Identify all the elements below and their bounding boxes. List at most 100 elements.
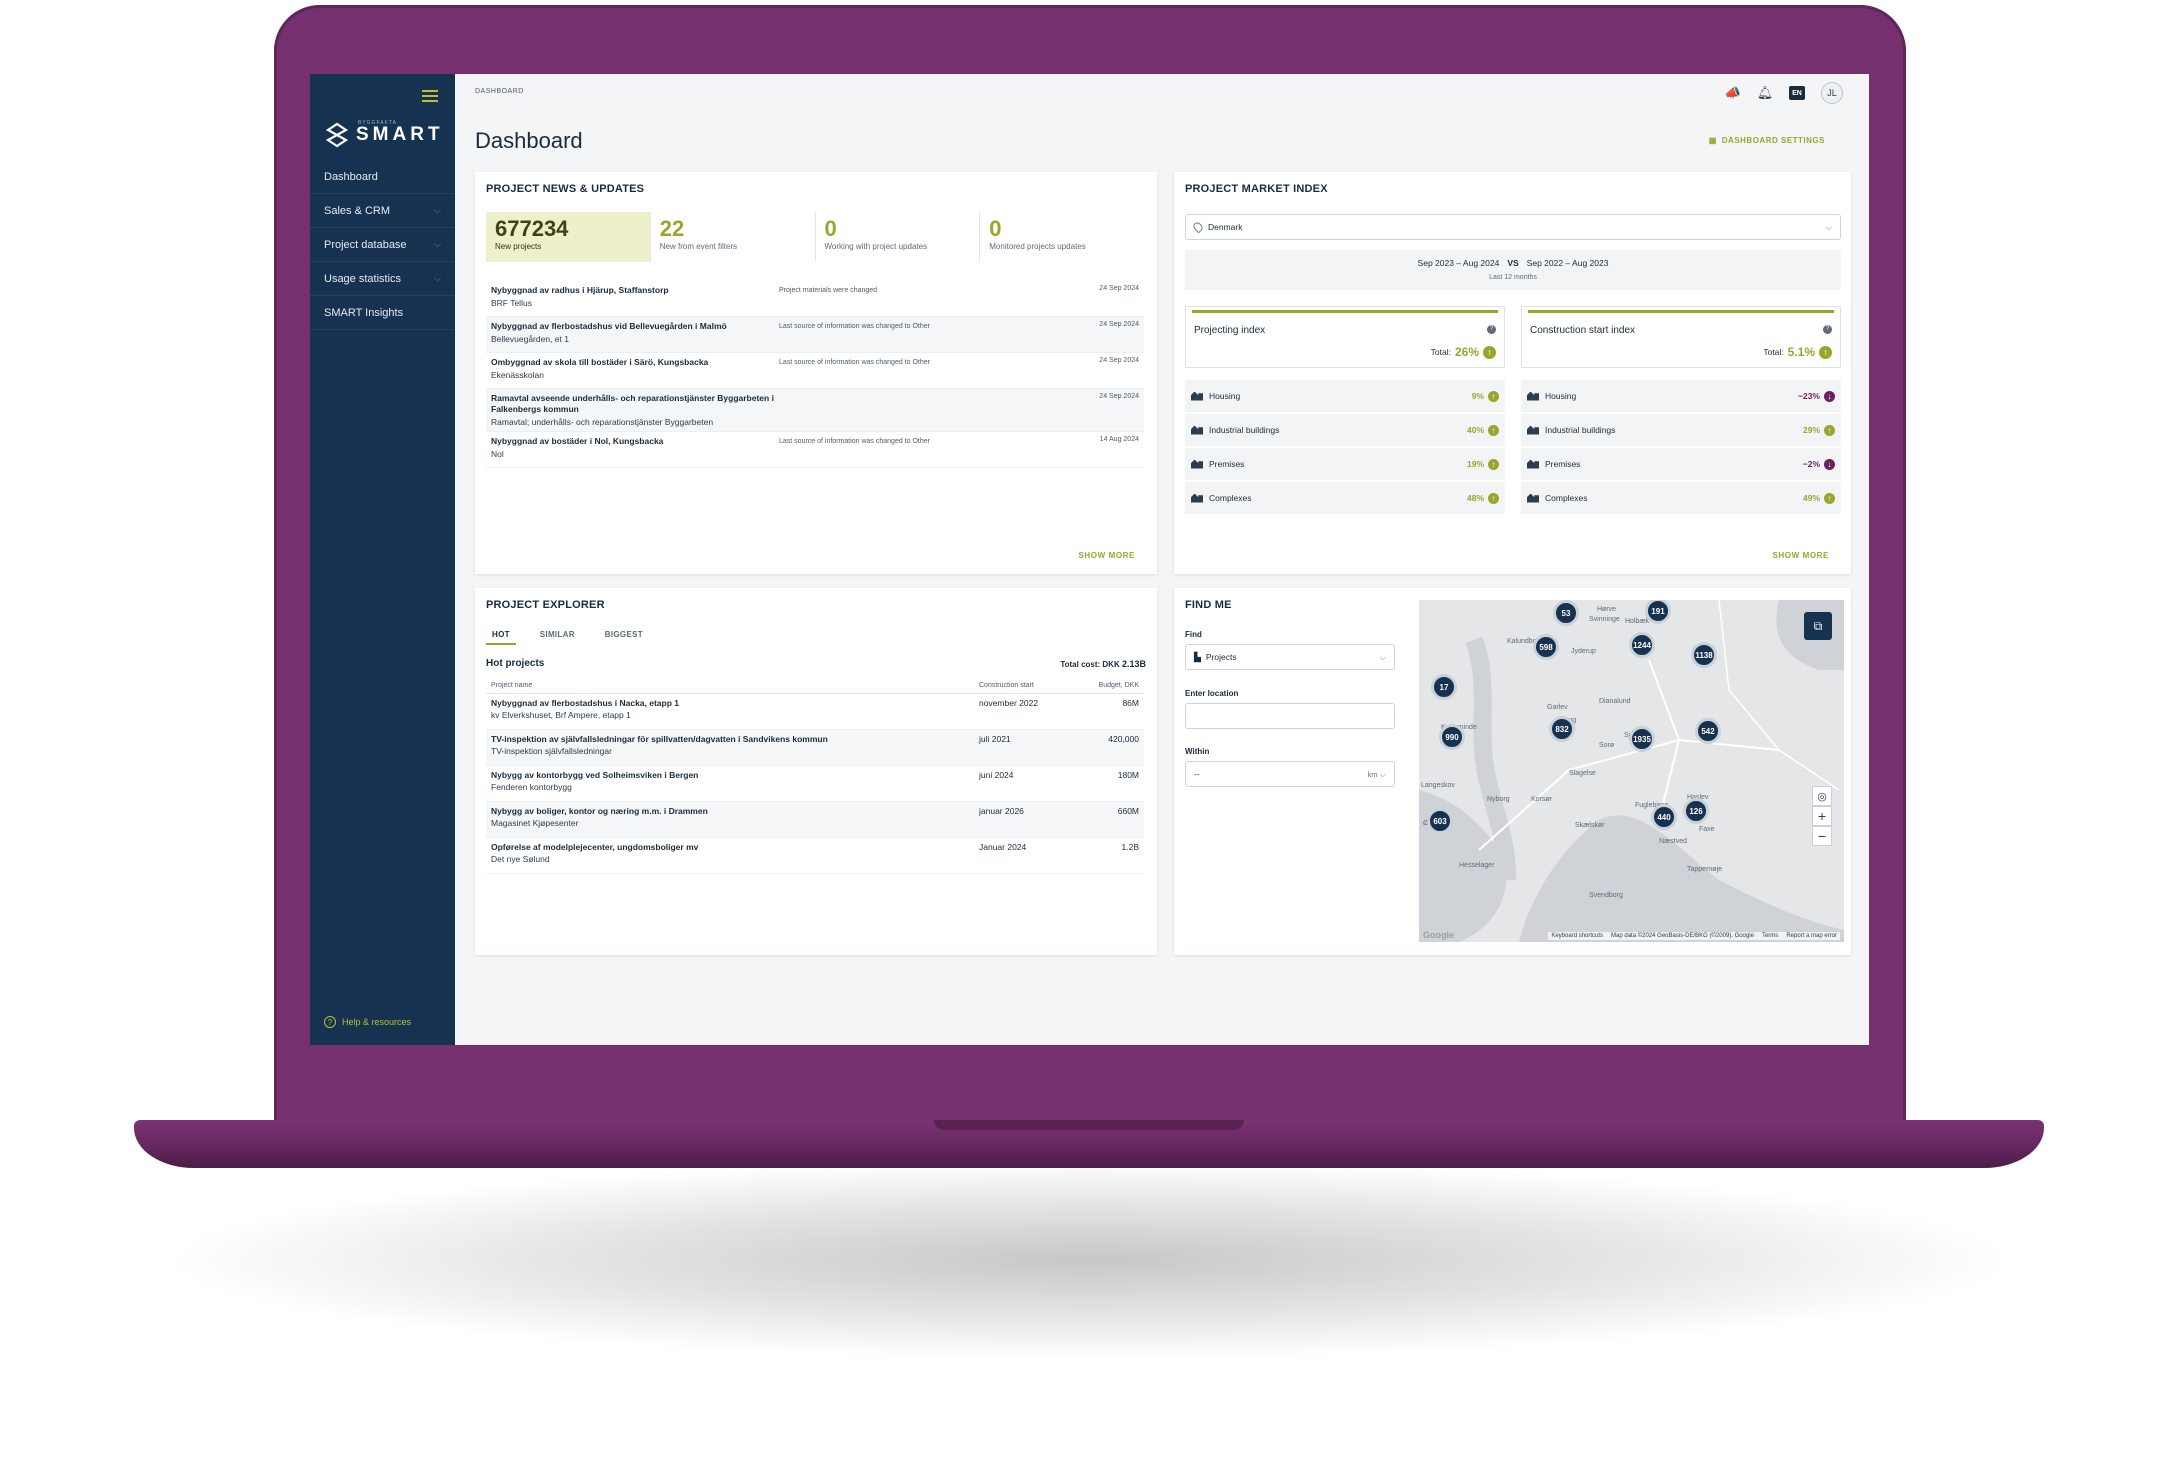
stat-new-projects[interactable]: 677234 New projects (486, 212, 651, 262)
dashboard-settings-link[interactable]: ▦ DASHBOARD SETTINGS (1709, 136, 1825, 145)
map-view[interactable]: Hørve Svinninge Holbæk Kalundborg Jyderu… (1419, 600, 1844, 942)
complexes-icon (1527, 493, 1539, 503)
zoom-out-icon[interactable]: − (1812, 826, 1832, 846)
table-row[interactable]: Nybygg av boliger, kontor og næring m.m.… (486, 802, 1144, 838)
arrow-up-icon: ↑ (1488, 424, 1499, 436)
map-layers-icon[interactable]: ⧉ (1804, 612, 1832, 640)
tab-similar[interactable]: SIMILAR (539, 630, 575, 639)
column-header[interactable]: Budget, DKK (1098, 682, 1139, 689)
breadcrumb[interactable]: DASHBOARD (475, 88, 524, 95)
table-row[interactable]: Nybygg av kontorbygg ved Solheimsviken i… (486, 766, 1144, 802)
find-select[interactable]: ▙ Projects ⌵ (1185, 644, 1395, 670)
map-cluster[interactable]: 832 (1549, 716, 1575, 742)
map-cluster[interactable]: 126 (1683, 798, 1709, 824)
zoom-in-icon[interactable]: + (1812, 806, 1832, 826)
projects-table: Project name Construction start Budget, … (486, 678, 1144, 874)
map-place-label: Jyderup (1571, 648, 1596, 655)
map-cluster[interactable]: 1935 (1629, 726, 1655, 752)
complexes-icon (1191, 493, 1203, 503)
language-switch[interactable]: EN (1789, 86, 1805, 100)
keyboard-shortcuts-link[interactable]: Keyboard shortcuts (1551, 933, 1604, 939)
list-item[interactable]: Ramavtal avseende underhålls- och repara… (486, 389, 1144, 432)
location-input[interactable] (1185, 703, 1395, 729)
map-cluster[interactable]: 598 (1533, 634, 1559, 660)
map-cluster[interactable]: 1138 (1691, 642, 1717, 668)
country-select[interactable]: Denmark ⌵ (1185, 214, 1841, 240)
card-title: PROJECT EXPLORER (486, 599, 605, 611)
sidebar-item-project-database[interactable]: Project database ⌵ (310, 228, 455, 262)
terms-link[interactable]: Terms (1761, 933, 1779, 939)
map-cluster[interactable]: 603 (1427, 808, 1453, 834)
segment-value: −23% (1798, 391, 1820, 401)
report-error-link[interactable]: Report a map error (1786, 933, 1837, 939)
index-name: Projecting index (1194, 325, 1266, 336)
market-show-more-button[interactable]: SHOW MORE (1772, 551, 1829, 560)
map-cluster[interactable]: 53 (1553, 600, 1579, 626)
news-list: Nybyggnad av radhus i Hjärup, Staffansto… (486, 281, 1144, 468)
chevron-down-icon: ⌵ (434, 273, 441, 283)
premises-icon (1527, 459, 1539, 469)
locate-icon[interactable]: ◎ (1812, 786, 1832, 806)
news-show-more-button[interactable]: SHOW MORE (1078, 551, 1135, 560)
megaphone-icon[interactable]: 📣 (1724, 85, 1742, 100)
project-title: Nybyggnad av flerbostadshus i Nacka, eta… (491, 698, 680, 708)
logo[interactable]: SMART (326, 122, 444, 148)
stat-monitored-updates[interactable]: 0 Monitored projects updates (980, 212, 1144, 262)
table-header: Project name Construction start Budget, … (486, 678, 1144, 694)
sidebar-item-smart-insights[interactable]: SMART Insights (310, 296, 455, 330)
construction-start: november 2022 (979, 698, 1039, 708)
tab-hot[interactable]: HOT (486, 628, 516, 645)
segment-value: 40% (1466, 425, 1484, 435)
map-place-label: Haslev (1687, 794, 1708, 801)
map-cluster[interactable]: 440 (1651, 804, 1677, 830)
info-icon[interactable]: ? (1487, 325, 1496, 334)
segment-row: Premises 19% ↑ (1185, 448, 1505, 482)
column-header[interactable]: Project name (491, 682, 533, 689)
logo-tagline: BYGGFAKTA (358, 120, 397, 126)
device-shadow (160, 1160, 2020, 1360)
list-item[interactable]: Nybyggnad av radhus i Hjärup, Staffansto… (486, 281, 1144, 317)
stat-value: 22 (659, 216, 685, 241)
segment-value: −2% (1802, 459, 1820, 469)
list-item[interactable]: Ombyggnad av skola till bostäder i Särö,… (486, 353, 1144, 389)
sidebar-item-label: Sales & CRM (324, 204, 391, 217)
map-place-label: Sorø (1599, 742, 1615, 749)
sidebar-item-sales-crm[interactable]: Sales & CRM ⌵ (310, 194, 455, 228)
stat-label: Monitored projects updates (989, 242, 1086, 251)
table-row[interactable]: Nybyggnad av flerbostadshus i Nacka, eta… (486, 694, 1144, 730)
map-place-label: Kalundborg (1507, 638, 1543, 645)
map-place-label: Holbæk (1625, 618, 1650, 625)
project-explorer-card: PROJECT EXPLORER HOT SIMILAR BIGGEST Hot… (475, 588, 1157, 955)
tab-biggest[interactable]: BIGGEST (604, 630, 643, 639)
budget: 1.2B (1121, 842, 1140, 852)
list-item[interactable]: Nybyggnad av flerbostadshus vid Bellevue… (486, 317, 1144, 353)
sidebar-item-dashboard[interactable]: Dashboard (310, 160, 455, 194)
map-place-label: Garlev (1547, 704, 1568, 711)
laptop-notch (934, 1120, 1244, 1130)
avatar[interactable]: JL (1821, 82, 1843, 104)
map-cluster[interactable]: 191 (1645, 600, 1671, 624)
within-value: -- (1194, 769, 1200, 779)
index-total: Total: 5.1% ↑ (1763, 345, 1832, 359)
stat-event-filters[interactable]: 22 New from event filters (651, 212, 816, 262)
project-title: TV-inspektion av självfallsledningar för… (491, 734, 828, 744)
table-row[interactable]: Opførelse af modelplejecenter, ungdomsbo… (486, 838, 1144, 874)
within-select[interactable]: -- km ⌵ (1185, 761, 1395, 787)
sidebar-item-usage-statistics[interactable]: Usage statistics ⌵ (310, 262, 455, 296)
menu-toggle-icon[interactable] (422, 90, 438, 102)
list-item[interactable]: Nybyggnad av bostäder i Nol, Kungsbacka N… (486, 432, 1144, 468)
map-cluster[interactable]: 17 (1431, 674, 1457, 700)
column-header[interactable]: Construction start (979, 682, 1034, 689)
country-value: Denmark (1208, 222, 1243, 232)
map-cluster[interactable]: 1244 (1629, 632, 1655, 658)
stat-working-updates[interactable]: 0 Working with project updates (816, 212, 981, 262)
bell-icon[interactable]: 🔔︎ (1756, 85, 1774, 100)
map-place-label: Langeskov (1421, 782, 1455, 789)
location-label: Enter location (1185, 689, 1239, 698)
map-cluster[interactable]: 542 (1695, 718, 1721, 744)
table-row[interactable]: TV-inspektion av självfallsledningar för… (486, 730, 1144, 766)
help-link[interactable]: ? Help & resources (324, 1016, 411, 1028)
index-total: Total: 26% ↑ (1431, 345, 1496, 359)
info-icon[interactable]: ? (1823, 325, 1832, 334)
map-cluster[interactable]: 990 (1439, 724, 1465, 750)
